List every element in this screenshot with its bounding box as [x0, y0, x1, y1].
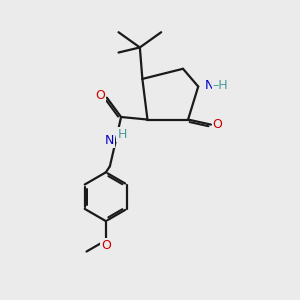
Text: H: H	[117, 128, 127, 141]
Text: O: O	[101, 239, 111, 252]
Text: N: N	[205, 79, 214, 92]
Text: O: O	[213, 118, 223, 131]
Text: O: O	[95, 89, 105, 102]
Text: –H: –H	[213, 79, 228, 92]
Text: N: N	[105, 134, 114, 147]
